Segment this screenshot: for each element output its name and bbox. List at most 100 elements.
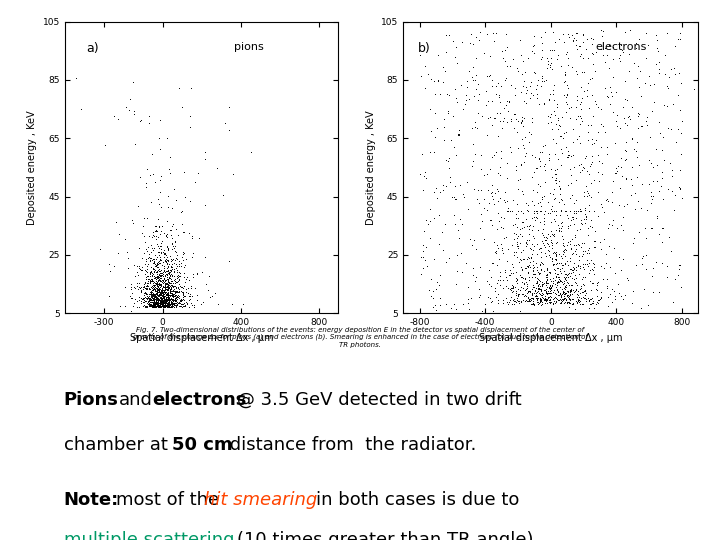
- Point: [192, 291, 203, 299]
- Point: [143, 298, 154, 306]
- Point: [553, 177, 564, 185]
- Point: [472, 80, 484, 89]
- Point: [543, 293, 554, 302]
- Point: [557, 296, 568, 305]
- Point: [584, 265, 595, 274]
- Point: [150, 226, 161, 234]
- Point: [548, 249, 559, 258]
- Point: [166, 231, 177, 239]
- Point: [582, 248, 593, 257]
- Point: [567, 125, 578, 133]
- Point: [579, 214, 590, 223]
- Point: [571, 28, 582, 37]
- Point: [672, 35, 684, 43]
- Point: [588, 262, 600, 271]
- Point: [150, 286, 161, 295]
- Point: [553, 226, 564, 235]
- Point: [420, 174, 432, 183]
- Point: [601, 92, 613, 100]
- Point: [528, 201, 539, 210]
- Point: [158, 272, 169, 281]
- Point: [577, 53, 589, 62]
- Point: [637, 252, 649, 260]
- Point: [137, 282, 148, 291]
- Point: [593, 151, 604, 159]
- Point: [573, 270, 585, 279]
- Point: [153, 300, 165, 309]
- Point: [146, 233, 158, 241]
- Point: [512, 232, 523, 240]
- Point: [161, 299, 173, 308]
- Point: [146, 271, 158, 280]
- Point: [428, 255, 440, 264]
- Point: [145, 275, 157, 284]
- Point: [670, 191, 681, 200]
- Point: [518, 290, 529, 299]
- Point: [576, 83, 588, 92]
- Point: [646, 107, 657, 116]
- Point: [150, 254, 162, 263]
- Point: [546, 282, 557, 291]
- Point: [615, 154, 626, 163]
- Point: [140, 257, 151, 266]
- Point: [171, 301, 183, 309]
- Point: [658, 156, 670, 165]
- Point: [156, 276, 167, 285]
- Point: [157, 302, 168, 310]
- Point: [152, 299, 163, 307]
- Point: [165, 276, 176, 285]
- Point: [157, 286, 168, 294]
- Point: [140, 296, 151, 305]
- Point: [536, 46, 547, 55]
- Point: [419, 84, 431, 92]
- Point: [438, 246, 449, 255]
- Point: [568, 275, 580, 284]
- Point: [561, 288, 572, 297]
- Point: [557, 235, 569, 244]
- Point: [528, 262, 539, 271]
- Point: [153, 280, 165, 289]
- Point: [159, 267, 171, 276]
- Point: [465, 294, 477, 302]
- Point: [645, 192, 657, 200]
- Point: [158, 302, 169, 310]
- Point: [166, 262, 177, 271]
- Point: [593, 167, 604, 176]
- Point: [538, 220, 549, 228]
- Point: [541, 289, 553, 298]
- Point: [168, 281, 180, 290]
- Point: [527, 273, 539, 282]
- Point: [165, 277, 176, 286]
- Point: [528, 242, 540, 251]
- Point: [206, 292, 217, 301]
- Point: [138, 294, 149, 303]
- Point: [581, 91, 593, 100]
- Point: [165, 303, 176, 312]
- Point: [495, 147, 506, 156]
- Point: [592, 279, 603, 287]
- Point: [163, 302, 174, 310]
- Point: [495, 82, 507, 90]
- Point: [170, 293, 181, 302]
- Point: [662, 102, 673, 111]
- Point: [536, 147, 548, 156]
- Point: [433, 75, 444, 84]
- Point: [575, 160, 586, 168]
- Point: [150, 299, 162, 307]
- Point: [522, 207, 534, 215]
- Point: [586, 264, 598, 273]
- Point: [541, 265, 552, 274]
- Point: [424, 234, 436, 242]
- Point: [161, 296, 173, 305]
- Point: [152, 276, 163, 285]
- Point: [504, 62, 516, 70]
- Point: [153, 244, 165, 253]
- Point: [163, 300, 175, 309]
- Point: [154, 302, 166, 310]
- Point: [499, 198, 510, 207]
- Point: [540, 287, 552, 295]
- Point: [150, 299, 162, 307]
- Point: [584, 191, 595, 199]
- Point: [554, 283, 566, 292]
- Point: [536, 71, 548, 80]
